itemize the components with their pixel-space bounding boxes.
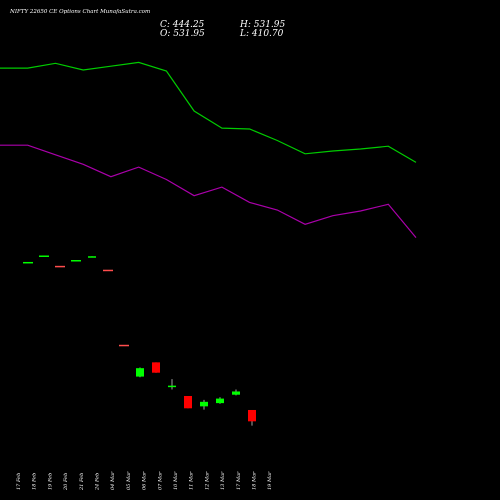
candle-12-mar — [216, 397, 224, 404]
candle-body — [216, 398, 224, 404]
candle-07-mar — [168, 379, 176, 390]
x-tick-label: 20 Feb — [63, 473, 69, 491]
x-tick-label: 06 Mar — [142, 471, 148, 490]
x-tick-label: 13 Mar — [220, 471, 226, 490]
moving-average-layer — [0, 61, 417, 238]
open-value: O: 531.95 — [160, 29, 205, 39]
x-tick-label: 24 Feb — [95, 473, 101, 491]
x-tick-label: 17 Feb — [16, 473, 22, 490]
x-tick-label: 11 Mar — [189, 471, 195, 490]
candle-body — [184, 396, 192, 409]
x-tick-label: 10 Mar — [173, 471, 179, 490]
chart-title: NIFTY 22650 CE Options Chart MunafaSutra… — [9, 9, 150, 15]
candle-layer — [23, 255, 256, 426]
candle-10-mar — [184, 396, 192, 409]
candle-body — [88, 256, 96, 258]
candle-11-mar — [200, 399, 208, 410]
x-tick-label: 07 Mar — [157, 471, 163, 490]
candle-21-feb — [88, 256, 96, 258]
candle-body — [152, 362, 160, 373]
candle-body — [168, 385, 176, 388]
x-tick-label: 04 Mar — [110, 471, 116, 490]
x-tick-label: 18 Mar — [252, 471, 258, 490]
x-tick-label: 21 Feb — [79, 473, 85, 491]
close-value: C: 444.25 — [160, 20, 205, 30]
candle-05-mar — [136, 367, 144, 378]
x-tick-label: 18 Feb — [32, 473, 38, 490]
candle-body — [248, 409, 256, 422]
candle-17-mar — [248, 409, 256, 426]
candle-06-mar — [152, 362, 160, 373]
x-tick-label: 19 Feb — [47, 473, 53, 490]
low-value: L: 410.70 — [239, 29, 284, 39]
candle-13-mar — [232, 389, 240, 396]
candle-body — [232, 391, 240, 395]
moving-average-purple — [0, 144, 417, 238]
high-value: H: 531.95 — [239, 20, 286, 30]
moving-average-green — [0, 61, 417, 163]
candle-body — [136, 368, 144, 377]
x-axis-labels: 17 Feb 18 Feb 19 Feb 20 Feb 21 Feb 24 Feb 04 M… — [16, 471, 273, 491]
x-tick-label: 19 Mar — [267, 471, 273, 490]
x-tick-label: 17 Mar — [236, 471, 242, 490]
candle-body — [200, 401, 208, 407]
x-tick-label: 05 Mar — [126, 471, 132, 490]
x-tick-label: 12 Mar — [204, 471, 210, 490]
